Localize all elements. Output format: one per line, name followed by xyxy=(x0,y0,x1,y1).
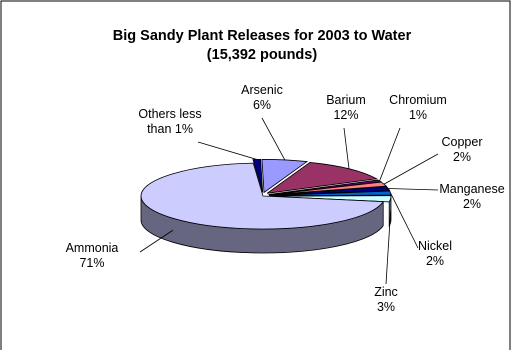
chart-title: Big Sandy Plant Releases for 2003 to Wat… xyxy=(113,28,412,44)
slice-labels: Others less than 1% Arsenic 6% Barium 12% Chro… xyxy=(66,83,505,314)
leader-ammonia xyxy=(139,229,174,253)
pie-slices xyxy=(140,159,392,254)
slice-arsenic xyxy=(261,159,309,194)
chart-subtitle: (15,392 pounds) xyxy=(207,47,318,63)
label-zinc: Zinc 3% xyxy=(374,285,398,314)
label-manganese: Manganese 2% xyxy=(439,182,504,211)
leader-lines xyxy=(139,117,439,285)
slice-ammonia xyxy=(140,162,384,230)
leader-arsenic xyxy=(261,117,286,161)
label-nickel: Nickel 2% xyxy=(418,239,452,268)
slice-manganese xyxy=(268,186,391,196)
label-copper: Copper 2% xyxy=(442,135,483,164)
leader-chromium xyxy=(379,127,401,182)
leader-manganese xyxy=(388,188,439,191)
leader-barium xyxy=(343,127,350,169)
label-ammonia: Ammonia 71% xyxy=(66,241,119,270)
leader-copper xyxy=(383,153,439,185)
leader-others-less-than-1 xyxy=(197,141,257,160)
leader-zinc xyxy=(385,210,392,285)
label-others-less-than-1: Others less than 1% xyxy=(138,107,201,136)
leader-nickel xyxy=(390,192,419,249)
slice-barium xyxy=(266,162,378,194)
label-chromium: Chromium 1% xyxy=(389,93,447,122)
label-barium: Barium 12% xyxy=(326,93,366,122)
label-arsenic: Arsenic 6% xyxy=(241,83,283,112)
